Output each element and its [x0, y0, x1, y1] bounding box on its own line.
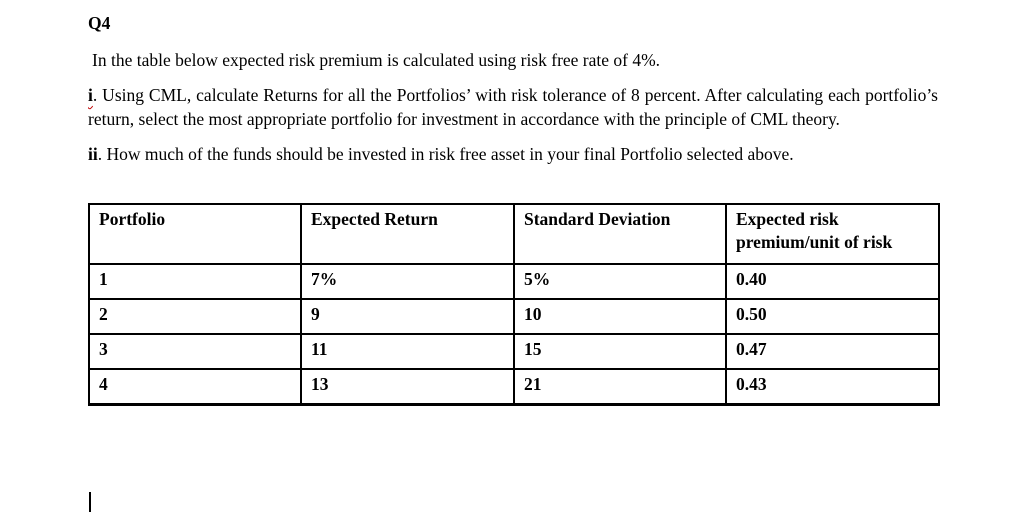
portfolio-table: Portfolio Expected Return Standard Devia…	[88, 203, 940, 406]
cell-risk-premium[interactable]: 0.40	[725, 263, 940, 300]
question-heading: Q4	[88, 13, 111, 33]
cell-expected-return[interactable]: 11	[300, 333, 515, 370]
table-row: 3 11 15 0.47	[88, 333, 940, 370]
cell-risk-premium[interactable]: 0.50	[725, 298, 940, 335]
intro-paragraph[interactable]: In the table below expected risk premium…	[92, 50, 661, 70]
cell-portfolio[interactable]: 3	[88, 333, 302, 370]
header-expected-risk-premium[interactable]: Expected risk premium/unit of risk	[725, 203, 940, 265]
cell-expected-return[interactable]: 9	[300, 298, 515, 335]
item-ii-paragraph[interactable]: ii. How much of the funds should be inve…	[88, 142, 938, 166]
header-portfolio[interactable]: Portfolio	[88, 203, 302, 265]
cell-expected-return[interactable]: 13	[300, 368, 515, 406]
item-i-marker: i	[88, 85, 93, 105]
table-row: 4 13 21 0.43	[88, 368, 940, 406]
item-ii-marker: ii	[88, 144, 98, 164]
cell-portfolio[interactable]: 2	[88, 298, 302, 335]
cell-standard-deviation[interactable]: 21	[513, 368, 727, 406]
cell-risk-premium[interactable]: 0.43	[725, 368, 940, 406]
cell-portfolio[interactable]: 4	[88, 368, 302, 406]
table-row: 2 9 10 0.50	[88, 298, 940, 335]
table-header-row: Portfolio Expected Return Standard Devia…	[88, 203, 940, 265]
cell-standard-deviation[interactable]: 5%	[513, 263, 727, 300]
header-standard-deviation[interactable]: Standard Deviation	[513, 203, 727, 265]
header-expected-return[interactable]: Expected Return	[300, 203, 515, 265]
cell-standard-deviation[interactable]: 15	[513, 333, 727, 370]
item-i-paragraph[interactable]: i. Using CML, calculate Returns for all …	[88, 83, 938, 131]
cell-portfolio[interactable]: 1	[88, 263, 302, 300]
text-cursor-caret	[89, 492, 91, 512]
table-row: 1 7% 5% 0.40	[88, 263, 940, 300]
cell-expected-return[interactable]: 7%	[300, 263, 515, 300]
item-i-text: . Using CML, calculate Returns for all t…	[88, 85, 938, 129]
item-ii-text: . How much of the funds should be invest…	[97, 144, 794, 164]
cell-standard-deviation[interactable]: 10	[513, 298, 727, 335]
cell-risk-premium[interactable]: 0.47	[725, 333, 940, 370]
